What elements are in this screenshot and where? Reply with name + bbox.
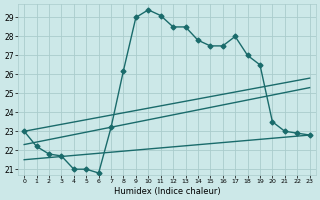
X-axis label: Humidex (Indice chaleur): Humidex (Indice chaleur) — [114, 187, 220, 196]
